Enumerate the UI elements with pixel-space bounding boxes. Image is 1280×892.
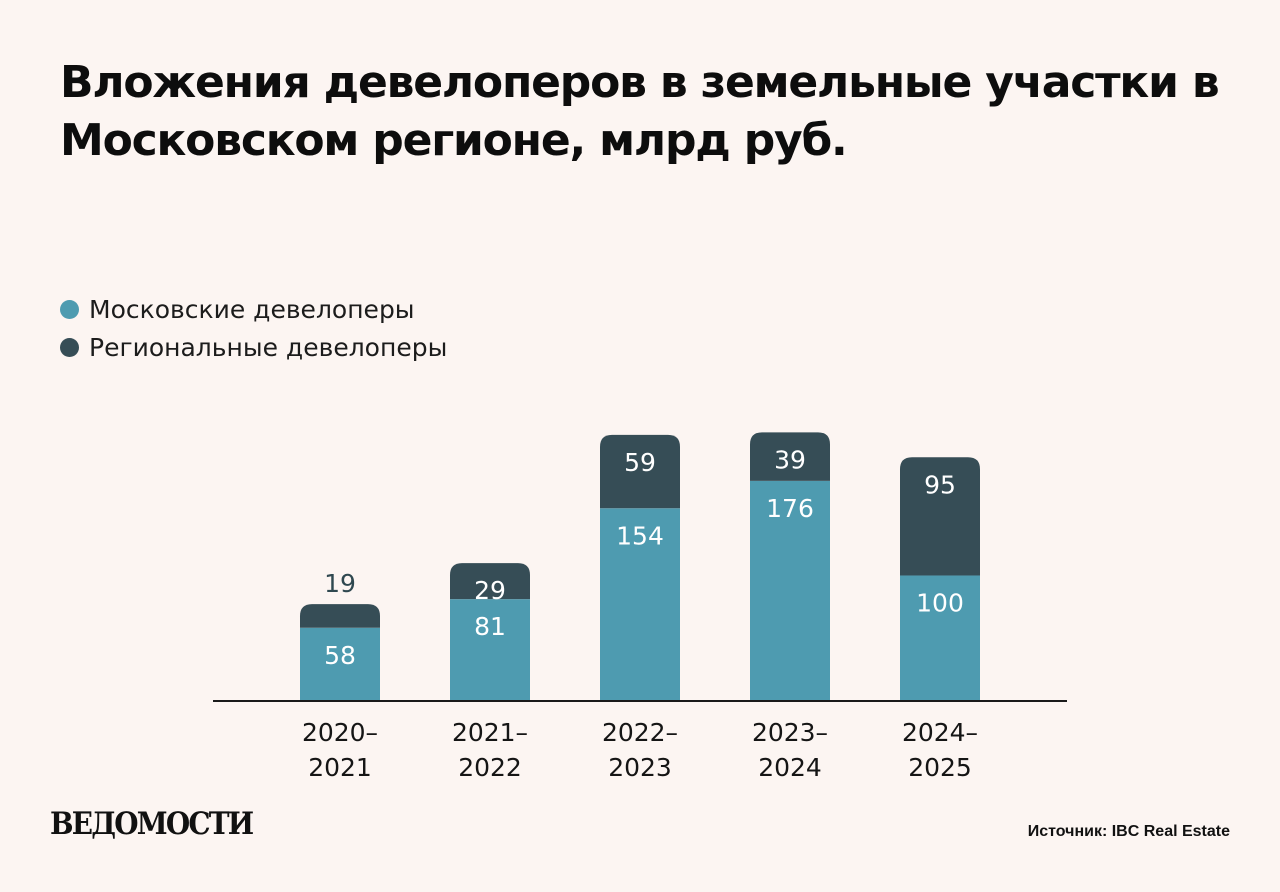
x-tick-label-4: 2024– 2025 [902,718,978,782]
x-tick-label-2: 2022– 2023 [602,718,678,782]
chart-title: Вложения девелоперов в земельные участки… [60,57,1220,166]
legend-label-regional: Региональные девелоперы [89,332,448,362]
bar-value-label-regional-3: 39 [774,445,806,474]
bar-segment-moscow-2 [600,508,680,700]
bar-value-label-moscow-3: 176 [766,494,814,523]
bar-segment-regional-4 [900,457,980,576]
legend-swatch-regional [60,337,79,357]
x-tick-label-1: 2021– 2022 [452,718,528,782]
bar-value-label-regional-0: 19 [324,569,356,598]
bar-segment-regional-3 [750,432,830,481]
x-axis-tick-labels: 2020– 2021 2021– 2022 2022– 2023 2023– 2024 2024… [302,718,978,782]
bar-segment-moscow-3 [750,480,830,700]
bar-segment-regional-1 [450,563,530,600]
bar-value-label-moscow-0: 58 [324,641,356,670]
x-tick-label-3: 2023– 2024 [752,718,828,782]
legend-label-moscow: Московские девелоперы [89,294,415,324]
bars-group: 58 19 81 29 154 59 176 39 100 95 [300,432,980,700]
bar-segment-moscow-0 [300,627,380,700]
bar-segment-moscow-4 [900,575,980,700]
legend-swatch-moscow [60,299,79,319]
legend: Московские девелоперы Региональные девел… [60,290,447,366]
bar-value-label-moscow-1: 81 [474,612,506,641]
bar-value-label-moscow-4: 100 [916,589,964,618]
legend-item-moscow: Московские девелоперы [60,290,447,328]
bar-value-label-moscow-2: 154 [616,521,664,550]
bar-value-label-regional-4: 95 [924,470,956,499]
x-tick-label-0: 2020– 2021 [302,718,378,782]
bar-segment-moscow-1 [450,599,530,700]
bar-segment-regional-2 [600,434,680,509]
bar-value-label-regional-2: 59 [624,448,656,477]
legend-item-regional: Региональные девелоперы [60,328,447,366]
vedomosti-logo: ВЕДОМОСТИ [50,806,254,842]
source-note: Источник: IBC Real Estate [1027,823,1230,840]
bar-value-label-regional-1: 29 [474,576,506,605]
bar-segment-regional-0 [300,604,380,628]
